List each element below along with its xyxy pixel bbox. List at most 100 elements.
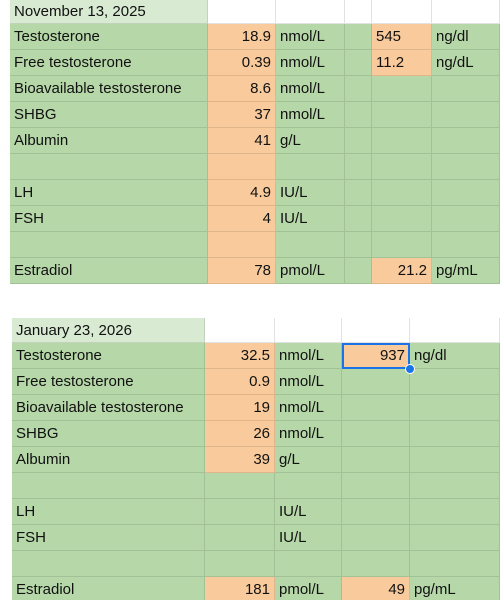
cell[interactable]: Testosterone [10,24,208,50]
cell[interactable] [432,180,500,206]
cell[interactable]: 0.39 [208,50,276,76]
cell[interactable]: 37 [208,102,276,128]
cell[interactable] [208,0,276,24]
cell[interactable] [342,395,410,421]
cell[interactable] [410,421,500,447]
cell[interactable]: nmol/L [276,102,345,128]
cell[interactable]: SHBG [12,421,205,447]
cell[interactable]: pg/mL [410,577,500,600]
cell[interactable] [276,154,345,180]
cell[interactable] [410,318,500,343]
cell[interactable] [10,154,208,180]
cell[interactable]: 11.2 [372,50,432,76]
cell[interactable] [410,395,500,421]
cell[interactable]: LH [12,499,205,525]
cell[interactable]: ng/dl [432,24,500,50]
cell[interactable] [372,128,432,154]
cell[interactable] [372,0,432,24]
cell[interactable] [342,499,410,525]
cell[interactable] [372,76,432,102]
cell[interactable]: 41 [208,128,276,154]
cell[interactable]: pg/mL [432,258,500,284]
cell[interactable] [410,499,500,525]
cell[interactable]: 19 [205,395,275,421]
cell[interactable]: IU/L [276,180,345,206]
cell[interactable]: 49 [342,577,410,600]
cell[interactable]: IU/L [275,499,342,525]
cell[interactable]: nmol/L [275,395,342,421]
cell[interactable] [372,206,432,232]
cell[interactable] [205,473,275,499]
cell[interactable] [345,128,372,154]
cell[interactable] [342,318,410,343]
cell[interactable] [372,180,432,206]
cell[interactable] [372,102,432,128]
cell[interactable] [345,24,372,50]
cell[interactable]: 0.9 [205,369,275,395]
cell[interactable]: FSH [10,206,208,232]
cell[interactable] [208,232,276,258]
cell[interactable] [345,232,372,258]
cell[interactable] [276,232,345,258]
cell[interactable] [345,180,372,206]
cell[interactable] [345,102,372,128]
cell[interactable] [342,551,410,577]
cell[interactable]: Estradiol [10,258,208,284]
cell[interactable] [342,525,410,551]
cell[interactable] [342,369,410,395]
cell[interactable]: November 13, 2025 [10,0,208,24]
cell[interactable]: nmol/L [275,369,342,395]
cell[interactable]: 937 [342,343,410,369]
cell[interactable] [432,0,500,24]
cell[interactable] [432,232,500,258]
cell[interactable]: nmol/L [275,343,342,369]
cell[interactable]: 4.9 [208,180,276,206]
cell[interactable]: Bioavailable testosterone [10,76,208,102]
cell[interactable] [345,0,372,24]
cell[interactable] [410,551,500,577]
cell[interactable] [205,318,275,343]
cell[interactable] [275,473,342,499]
cell[interactable] [276,0,345,24]
cell[interactable] [345,154,372,180]
cell[interactable] [410,369,500,395]
cell[interactable]: Free testosterone [12,369,205,395]
cell[interactable]: 78 [208,258,276,284]
cell[interactable]: LH [10,180,208,206]
cell[interactable] [208,154,276,180]
cell[interactable]: January 23, 2026 [12,318,205,343]
cell[interactable] [432,76,500,102]
cell[interactable]: 545 [372,24,432,50]
cell[interactable]: Testosterone [12,343,205,369]
cell[interactable] [342,421,410,447]
cell[interactable] [372,154,432,180]
cell[interactable] [275,318,342,343]
cell[interactable] [432,102,500,128]
cell[interactable]: 26 [205,421,275,447]
cell[interactable] [12,473,205,499]
cell[interactable]: nmol/L [276,24,345,50]
cell[interactable] [205,499,275,525]
cell[interactable] [410,447,500,473]
cell[interactable]: ng/dL [432,50,500,76]
cell[interactable] [345,50,372,76]
cell[interactable]: g/L [276,128,345,154]
selection-handle[interactable] [405,364,415,374]
cell[interactable] [432,206,500,232]
cell[interactable]: pmol/L [275,577,342,600]
cell[interactable]: Estradiol [12,577,205,600]
cell[interactable] [345,206,372,232]
cell[interactable]: 39 [205,447,275,473]
cell[interactable]: 21.2 [372,258,432,284]
cell[interactable]: nmol/L [275,421,342,447]
cell[interactable]: Albumin [10,128,208,154]
cell[interactable] [432,128,500,154]
cell[interactable] [432,154,500,180]
cell[interactable]: 32.5 [205,343,275,369]
cell[interactable]: Bioavailable testosterone [12,395,205,421]
cell[interactable]: 18.9 [208,24,276,50]
cell[interactable]: nmol/L [276,50,345,76]
cell[interactable]: Albumin [12,447,205,473]
cell[interactable] [345,76,372,102]
cell[interactable] [12,551,205,577]
